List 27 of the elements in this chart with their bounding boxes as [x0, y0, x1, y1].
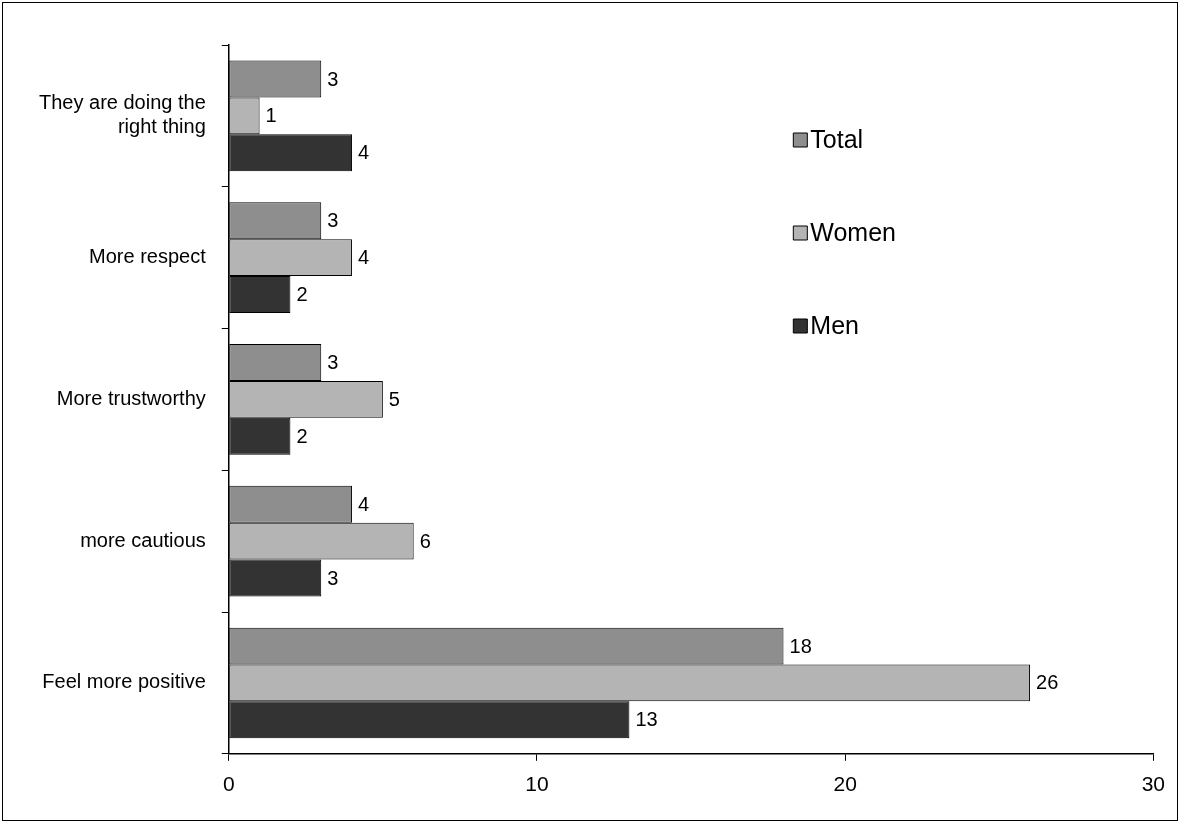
data-label: 3 — [327, 209, 339, 232]
y-tick-label: More respect — [89, 245, 207, 268]
x-tick-label: 30 — [1141, 772, 1165, 796]
legend-label: Men — [810, 310, 859, 339]
data-label: 3 — [327, 67, 339, 90]
y-tick-label: Feel more positive — [42, 670, 206, 693]
data-label: 26 — [1036, 671, 1059, 694]
legend-label: Total — [810, 124, 864, 153]
y-tick-label: They are doing the right thing — [39, 91, 206, 138]
data-label: 4 — [358, 246, 370, 269]
data-label: 13 — [635, 708, 658, 731]
data-label: 1 — [265, 104, 277, 127]
data-label: 4 — [358, 141, 370, 164]
y-tick-label: More trustworthy — [56, 386, 206, 409]
x-tick-label: 0 — [222, 772, 235, 796]
data-label: 5 — [388, 387, 400, 410]
data-label: 2 — [296, 283, 308, 306]
legend-label: Women — [810, 217, 897, 246]
data-label: 2 — [296, 424, 308, 447]
x-tick-label: 10 — [525, 772, 549, 796]
data-label: 18 — [789, 634, 812, 657]
data-label: 3 — [327, 566, 339, 589]
y-tick-label: more cautious — [80, 528, 206, 551]
x-tick-label: 20 — [833, 772, 857, 796]
data-label: 4 — [358, 492, 370, 515]
data-label: 3 — [327, 351, 339, 374]
data-label: 6 — [419, 529, 431, 552]
